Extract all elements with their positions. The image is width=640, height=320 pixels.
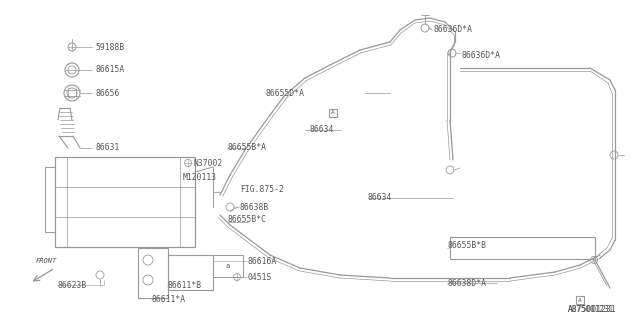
Text: 86655D*A: 86655D*A: [266, 89, 305, 98]
Text: a: a: [226, 263, 230, 269]
Bar: [168, 255, 213, 290]
Text: 86636D*A: 86636D*A: [461, 51, 500, 60]
Text: 86638D*A: 86638D*A: [448, 278, 487, 287]
Text: 86636D*A: 86636D*A: [433, 26, 472, 35]
Text: 86611*A: 86611*A: [152, 294, 186, 303]
Text: 86656: 86656: [95, 89, 120, 98]
Bar: [329, 109, 337, 117]
Text: 86655B*B: 86655B*B: [448, 241, 487, 250]
Text: 86634: 86634: [368, 194, 392, 203]
Text: 0451S: 0451S: [248, 273, 273, 282]
Text: FIG.875-2: FIG.875-2: [240, 186, 284, 195]
Text: A875001231: A875001231: [568, 305, 614, 314]
Text: 86638B: 86638B: [240, 203, 269, 212]
Bar: [576, 296, 584, 304]
Bar: [213, 255, 243, 277]
Text: A875001231: A875001231: [568, 305, 617, 314]
Text: A: A: [331, 110, 335, 116]
Text: 86616A: 86616A: [248, 257, 277, 266]
Text: 86611*B: 86611*B: [168, 282, 202, 291]
Text: 86655B*A: 86655B*A: [228, 143, 267, 153]
Text: 59188B: 59188B: [95, 43, 124, 52]
Bar: [450, 237, 595, 259]
Text: 86634: 86634: [310, 125, 334, 134]
Text: 86655B*C: 86655B*C: [228, 215, 267, 225]
Text: 86615A: 86615A: [95, 66, 124, 75]
Bar: [55, 157, 195, 247]
Text: 86623B: 86623B: [58, 282, 87, 291]
Text: M120113: M120113: [183, 172, 217, 181]
Bar: [138, 248, 168, 298]
Text: N37002: N37002: [193, 158, 222, 167]
Text: 86631: 86631: [95, 143, 120, 153]
Text: FRONT: FRONT: [35, 258, 56, 264]
Text: A: A: [578, 298, 582, 302]
